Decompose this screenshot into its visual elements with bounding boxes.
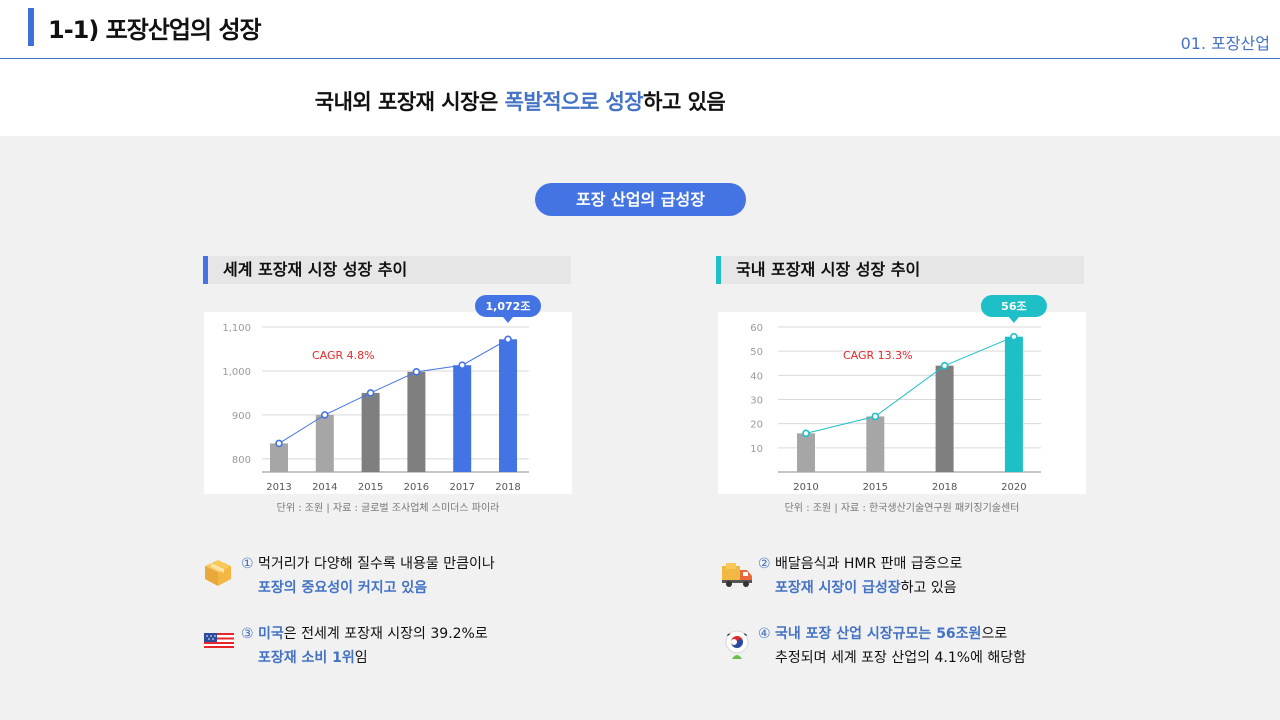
note-number: ① (241, 556, 254, 572)
chart-world-source: 단위 : 조원 | 자료 : 글로벌 조사업체 스미더스 파이라 (276, 503, 500, 514)
note-text: 배달음식과 HMR 판매 급증으로 (775, 556, 963, 572)
chart-domestic-source: 단위 : 조원 | 자료 : 한국생산기술연구원 패키징기술센터 (784, 503, 1020, 514)
box-icon (205, 560, 231, 586)
note-emphasis: 포장의 중요성이 커지고 있음 (258, 580, 428, 596)
chart-title-text: 세계 포장재 시장 성장 추이 (223, 260, 408, 279)
headline: 국내외 포장재 시장은 폭발적으로 성장하고 있음 (0, 86, 1040, 116)
note-emphasis: 포장재 시장이 급성장 (775, 580, 901, 596)
note-text: 먹거리가 다양해 질수록 내용물 만큼이나 (258, 556, 495, 572)
note-text: 임 (354, 650, 368, 666)
chart-world-area (204, 312, 572, 494)
header-area: 1-1) 포장산업의 성장 01. 포장산업 국내외 포장재 시장은 폭발적으로… (0, 0, 1280, 136)
truck-icon (722, 563, 752, 587)
note-number: ④ (758, 626, 771, 642)
chart-title-text: 국내 포장재 시장 성장 추이 (736, 260, 921, 279)
headline-highlight: 폭발적으로 성장 (504, 90, 644, 114)
note-text: 하고 있음 (900, 580, 957, 596)
chart-title-bar (716, 256, 721, 284)
note-emphasis: 미국 (258, 626, 284, 642)
headline-pre: 국내외 포장재 시장은 (314, 90, 505, 114)
note-4: ④ 국내 포장 산업 시장규모는 56조원으로 추정되며 세계 포장 산업의 4… (758, 622, 1026, 670)
korea-flag-icon (725, 630, 749, 659)
chart-title-world: 세계 포장재 시장 성장 추이 (203, 256, 571, 284)
note-emphasis: 국내 포장 산업 시장규모는 56조원 (775, 626, 982, 642)
note-3: ③ 미국은 전세계 포장재 시장의 39.2%로 포장재 소비 1위임 (241, 622, 488, 670)
title-accent-bar (28, 8, 34, 46)
page-title: 1-1) 포장산업의 성장 (48, 16, 262, 44)
note-2: ② 배달음식과 HMR 판매 급증으로 포장재 시장이 급성장하고 있음 (758, 552, 962, 600)
note-text: 으로 (981, 626, 1008, 642)
chart-title-domestic: 국내 포장재 시장 성장 추이 (716, 256, 1084, 284)
chart-domestic-area (718, 312, 1086, 494)
note-number: ③ (241, 626, 254, 642)
section-label: 01. 포장산업 (1180, 34, 1270, 53)
usa-flag-icon (204, 633, 234, 648)
note-text: 은 전세계 포장재 시장의 39.2%로 (283, 626, 488, 642)
section-pill: 포장 산업의 급성장 (535, 183, 746, 216)
note-number: ② (758, 556, 771, 572)
chart-title-bar (203, 256, 208, 284)
header-divider (0, 58, 1280, 59)
note-1: ① 먹거리가 다양해 질수록 내용물 만큼이나 포장의 중요성이 커지고 있음 (241, 552, 495, 600)
note-emphasis: 포장재 소비 1위 (258, 650, 355, 666)
note-text: 추정되며 세계 포장 산업의 4.1%에 해당함 (775, 650, 1027, 666)
content-area (0, 136, 1280, 720)
headline-post: 하고 있음 (643, 90, 726, 114)
